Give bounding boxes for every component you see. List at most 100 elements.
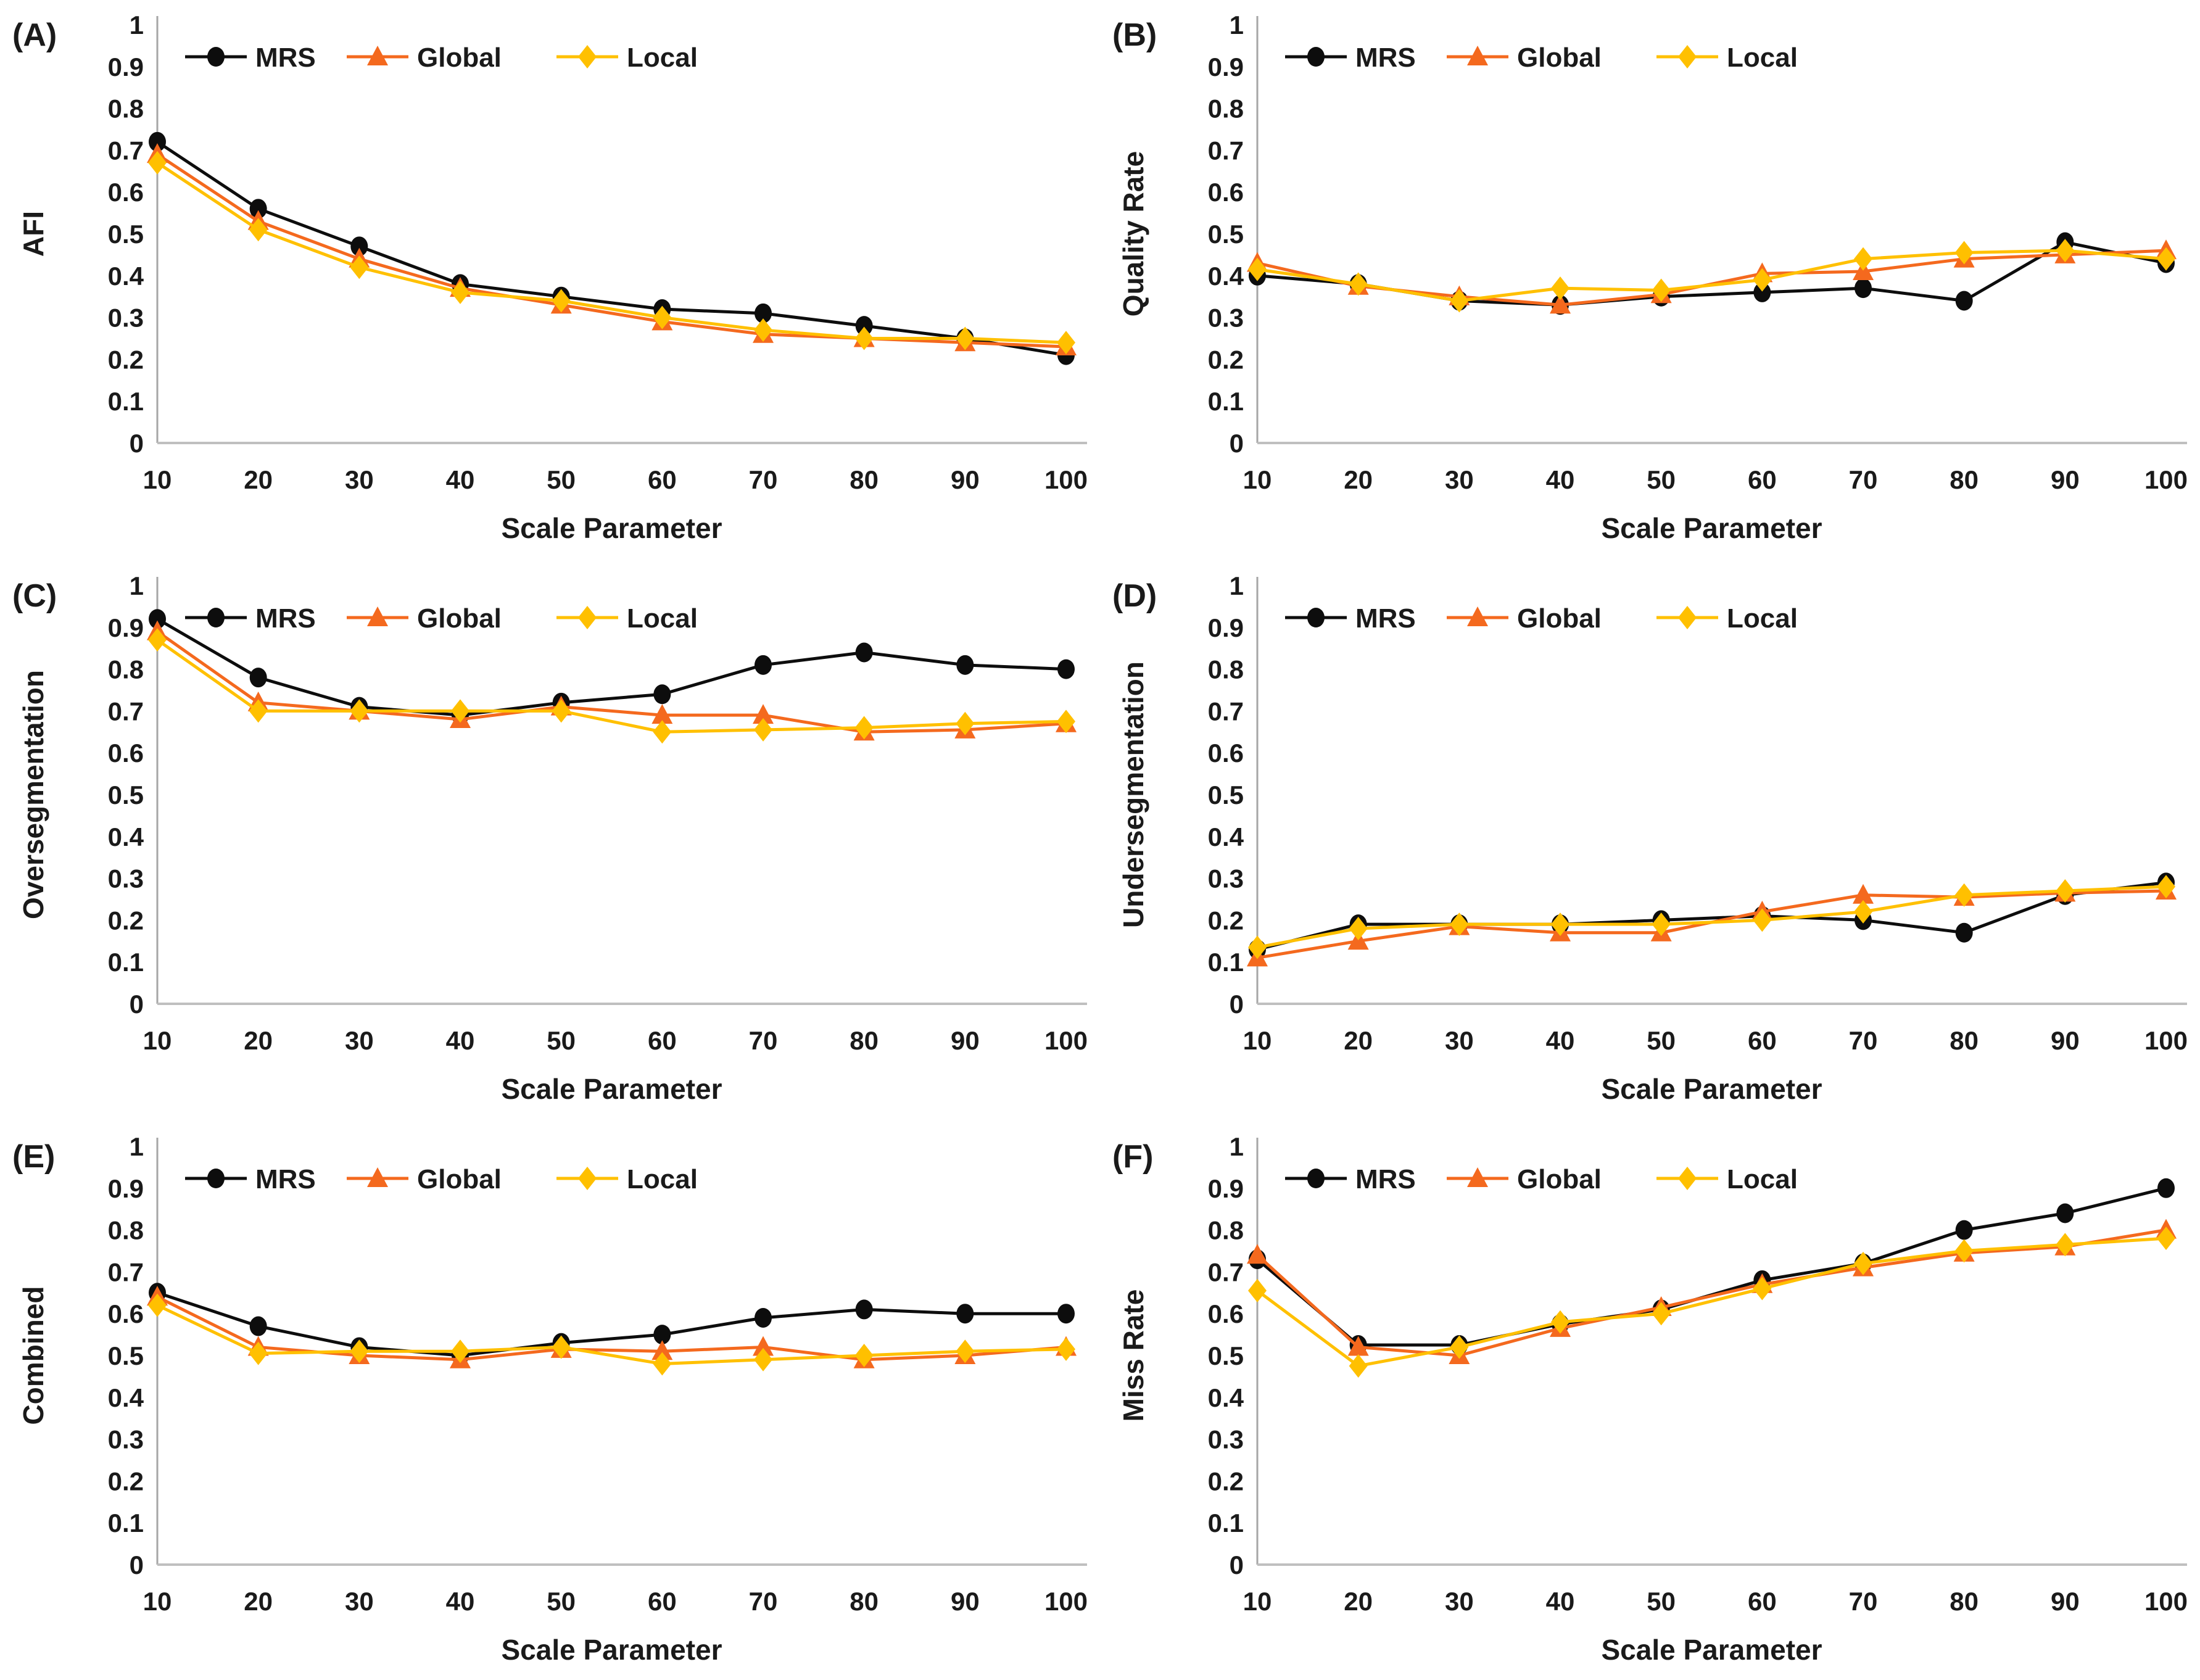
y-tick-label: 0.6: [1208, 1299, 1244, 1328]
y-tick-label: 0.5: [1208, 780, 1244, 809]
y-tick-label: 0.5: [1208, 1341, 1244, 1370]
panel-label: (C): [12, 578, 57, 614]
x-tick-label: 10: [143, 1587, 172, 1616]
series-marker-global: [1550, 294, 1571, 314]
x-tick-label: 90: [2051, 465, 2080, 494]
y-tick-label: 0.7: [1208, 136, 1244, 165]
series-marker-global: [753, 1336, 774, 1356]
y-tick-label: 0.9: [1208, 613, 1244, 642]
legend-label: Global: [1517, 43, 1602, 73]
legend-item-global: Global: [1447, 603, 1602, 634]
x-tick-label: 60: [648, 465, 677, 494]
x-tick-label: 100: [2144, 465, 2188, 494]
series-marker-mrs: [855, 642, 873, 663]
x-tick-label: 100: [1044, 1026, 1088, 1055]
series-marker-local: [1248, 1278, 1267, 1302]
y-tick-label: 0.4: [1208, 822, 1244, 851]
series-marker-mrs: [1057, 659, 1075, 679]
y-tick-label: 0.1: [1208, 1508, 1244, 1537]
series-marker-local: [1652, 1302, 1671, 1326]
legend-item-mrs: MRS: [1285, 603, 1416, 634]
series-marker-local: [854, 326, 874, 350]
series-marker-mrs: [249, 668, 267, 688]
series-marker-local: [854, 1344, 874, 1367]
legend-label: Global: [1517, 1164, 1602, 1194]
series-line-local: [155, 638, 1068, 734]
series-marker-local: [1057, 1337, 1075, 1361]
y-tick-label: 0.9: [108, 1174, 144, 1203]
x-axis-title: Scale Parameter: [1601, 512, 1822, 544]
series-marker-local: [754, 318, 772, 342]
panel-label: (A): [12, 17, 57, 53]
series-marker-local: [552, 699, 571, 723]
legend-item-mrs: MRS: [185, 43, 316, 73]
legend-marker-mrs: [1307, 608, 1325, 627]
x-tick-label: 80: [1950, 1587, 1979, 1616]
y-tick-label: 0.9: [108, 52, 144, 81]
y-tick-label: 0.4: [108, 822, 144, 851]
series-marker-local: [653, 305, 672, 329]
series-marker-local: [854, 716, 874, 740]
y-tick-label: 0.3: [1208, 304, 1244, 333]
series-marker-local: [1349, 1354, 1368, 1378]
legend-label: MRS: [1355, 43, 1416, 73]
y-tick-label: 0.8: [108, 655, 144, 684]
series-marker-local: [148, 1293, 167, 1317]
series-marker-local: [1057, 710, 1075, 734]
x-tick-label: 60: [648, 1026, 677, 1055]
series-marker-local: [1248, 935, 1267, 959]
series-marker-local: [1057, 331, 1075, 355]
series-marker-local: [552, 1335, 571, 1359]
series-marker-mrs: [755, 1307, 772, 1328]
y-tick-label: 0.6: [1208, 739, 1244, 768]
x-tick-label: 90: [2051, 1587, 2080, 1616]
legend-label: MRS: [255, 603, 316, 634]
legend-marker-global: [367, 1167, 388, 1187]
x-axis-title: Scale Parameter: [501, 512, 722, 544]
x-tick-label: 70: [1849, 465, 1878, 494]
panel-label: (F): [1112, 1139, 1153, 1175]
y-tick-label: 1: [1230, 571, 1244, 600]
y-tick-label: 0.4: [1208, 262, 1244, 291]
series-marker-local: [249, 699, 268, 723]
series-marker-mrs: [855, 1299, 873, 1320]
legend-label: Global: [417, 43, 502, 73]
panel-a: (A) 0 0.1 0.2 0.3 0.4 0.5 0.6 0.7 0.8 0.9 1 10 20 30 40…: [0, 0, 1100, 558]
legend-marker-local: [578, 606, 597, 629]
series-marker-mrs: [249, 1316, 267, 1336]
y-tick-label: 0.3: [108, 304, 144, 333]
x-tick-label: 20: [1344, 1026, 1373, 1055]
legend-marker-mrs: [207, 47, 225, 67]
x-tick-label: 80: [850, 465, 879, 494]
y-axis-title: Combined: [17, 1286, 49, 1425]
series-marker-local: [1753, 1277, 1772, 1301]
series-marker-global: [1853, 883, 1874, 904]
series-marker-mrs: [855, 316, 873, 336]
series-marker-local: [2056, 239, 2075, 263]
x-tick-label: 30: [345, 1587, 374, 1616]
series-marker-local: [1652, 912, 1671, 937]
series-marker-global: [1247, 1244, 1268, 1264]
legend-item-global: Global: [1447, 1164, 1602, 1194]
legend-item-mrs: MRS: [185, 1164, 316, 1194]
y-tick-label: 0.2: [1208, 345, 1244, 374]
y-tick-label: 0.5: [108, 780, 144, 809]
series-marker-local: [754, 718, 772, 742]
series-marker-mrs: [1753, 282, 1771, 302]
chart-d: (D) 0 0.1 0.2 0.3 0.4 0.5 0.6 0.7 0.8 0.9 1 10 20 30 40…: [1112, 571, 2188, 1105]
x-tick-label: 80: [1950, 465, 1979, 494]
series-marker-global: [651, 1340, 673, 1360]
series-line-mrs: [155, 617, 1068, 717]
x-tick-label: 80: [850, 1587, 879, 1616]
series-line-global: [1255, 1228, 2168, 1357]
legend-marker-local: [1678, 1167, 1697, 1190]
series-marker-local: [754, 1347, 772, 1372]
series-marker-local: [1954, 1239, 1974, 1263]
series-marker-global: [753, 704, 774, 724]
panel-label: (D): [1112, 578, 1157, 614]
legend-label: Global: [417, 603, 502, 634]
x-tick-label: 30: [1445, 1587, 1474, 1616]
series-marker-local: [653, 720, 672, 744]
y-tick-label: 1: [130, 10, 144, 39]
y-tick-label: 0.1: [108, 1508, 144, 1537]
